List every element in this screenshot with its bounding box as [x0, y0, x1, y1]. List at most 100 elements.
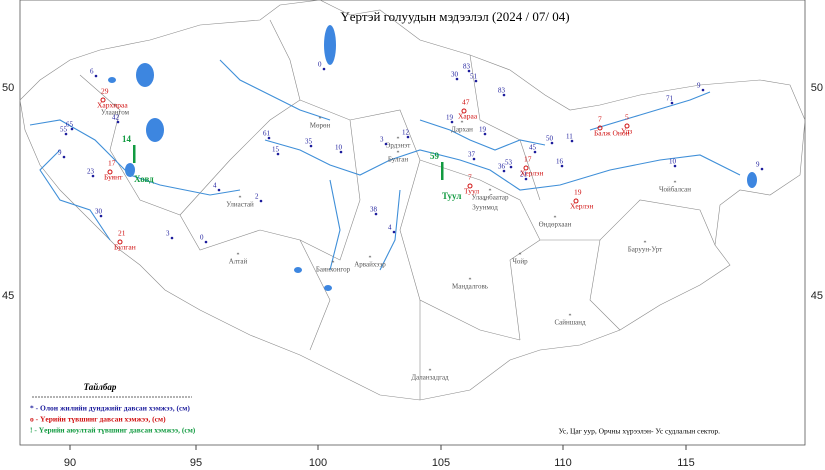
station-value: 83: [498, 87, 506, 95]
station-value: 9: [697, 82, 701, 90]
station-marker: [217, 188, 221, 192]
station-value: 50: [546, 135, 554, 143]
place-marker: *: [319, 116, 322, 122]
place-name: Баянхонгор: [316, 266, 351, 274]
place-marker: *: [484, 198, 487, 204]
station-marker: [467, 69, 471, 73]
station-marker: [267, 136, 271, 140]
lat-label: 50: [2, 82, 14, 94]
place-marker: *: [461, 120, 464, 126]
station-marker: [502, 169, 506, 173]
flood-marker: [117, 239, 123, 245]
place-name: Чойр: [512, 258, 528, 266]
river-name: Балж Онон: [594, 129, 630, 138]
station-value: 2: [255, 193, 259, 201]
map-title: Үертэй голуудын мэдээлэл (2024 / 07/ 04): [340, 9, 569, 24]
station-value: 4: [388, 224, 392, 232]
station-marker: [259, 199, 263, 203]
station-value: 45: [529, 144, 537, 152]
station-value: 9: [756, 161, 760, 169]
place-name: Алтай: [229, 258, 248, 266]
station-value: 71: [666, 95, 674, 103]
station-marker: [483, 132, 487, 136]
station-marker: [560, 164, 564, 168]
place-marker: *: [429, 368, 432, 374]
station-value: 10: [335, 144, 343, 152]
station-value: 21: [520, 171, 528, 179]
source-note: Ус, Цаг уур, Орчны хүрээлэн- Ус судлалын…: [558, 427, 720, 436]
station-value: 16: [556, 158, 564, 166]
station-value: 10: [669, 158, 677, 166]
station-marker: [70, 127, 74, 131]
place-name: Сайншанд: [554, 319, 586, 327]
flood-marker: [523, 165, 529, 171]
river-name: Херлэн: [520, 169, 543, 178]
station-value: 59: [430, 151, 440, 161]
place-name: Булган: [388, 156, 409, 164]
station-value: 30: [95, 208, 103, 216]
place-marker: *: [114, 103, 117, 109]
station-marker: [550, 141, 554, 145]
station-value: 55: [60, 126, 68, 134]
flood-marker: [597, 125, 603, 131]
rivers: [29, 59, 741, 271]
river-name: Ховд: [134, 174, 154, 184]
lat-label: 50: [811, 82, 823, 94]
flood-marker: [573, 198, 579, 204]
station-value: 5: [625, 113, 629, 122]
place-name: Зуунмод: [472, 204, 498, 212]
station-value: 61: [263, 130, 271, 138]
place-marker: *: [644, 240, 647, 246]
station-value: 3: [380, 136, 384, 144]
station-value: 14: [122, 134, 132, 144]
place-marker: *: [674, 180, 677, 186]
station-value: 15: [272, 146, 280, 154]
river-name: Херлэн: [570, 202, 593, 211]
station-marker: [450, 120, 454, 124]
place-marker: *: [397, 150, 400, 156]
place-name: Улиастай: [226, 201, 254, 209]
place-name: Улаанбаатар: [472, 194, 509, 202]
station-marker: [339, 150, 343, 154]
lon-label: 105: [432, 457, 450, 469]
place-marker: *: [469, 277, 472, 283]
station-value: 0: [200, 234, 204, 242]
station-value: 11: [566, 133, 573, 141]
station-marker: [392, 230, 396, 234]
lon-label: 100: [309, 457, 327, 469]
flood-marker: [107, 169, 113, 175]
place-name: Улаангом: [101, 109, 130, 117]
river-name: Булган: [114, 243, 136, 252]
station-value: 19: [446, 114, 454, 122]
station-marker: [204, 240, 208, 244]
place-name: Өндөрхаан: [539, 221, 572, 229]
lon-label: 95: [190, 457, 202, 469]
station-value: 42: [112, 114, 120, 122]
legend-title: Тайлбар: [84, 382, 117, 392]
flood-marker: [461, 108, 467, 114]
station-marker: [374, 212, 378, 216]
station-value: 30: [451, 71, 459, 79]
station-marker: [533, 150, 537, 154]
station-marker: [64, 132, 68, 136]
station-marker: [701, 88, 705, 92]
place-name: Дархан: [451, 126, 473, 134]
place-name: Даланзадгад: [411, 374, 449, 382]
lon-label: 115: [677, 457, 695, 469]
station-marker: [116, 120, 120, 124]
station-value: 3: [166, 230, 170, 238]
lon-label: 110: [554, 457, 572, 469]
river-name: Хархираа: [97, 101, 128, 110]
place-marker: *: [237, 252, 240, 258]
river-name: Туул: [464, 187, 479, 196]
river-name: Улз: [621, 127, 632, 136]
station-marker: [455, 77, 459, 81]
place-marker: *: [554, 215, 557, 221]
station-value: 35: [305, 138, 313, 146]
station-value: 38: [370, 206, 378, 214]
place-name: Чойбалсан: [659, 186, 691, 194]
station-value: 23: [87, 168, 95, 176]
place-marker: *: [369, 255, 372, 261]
